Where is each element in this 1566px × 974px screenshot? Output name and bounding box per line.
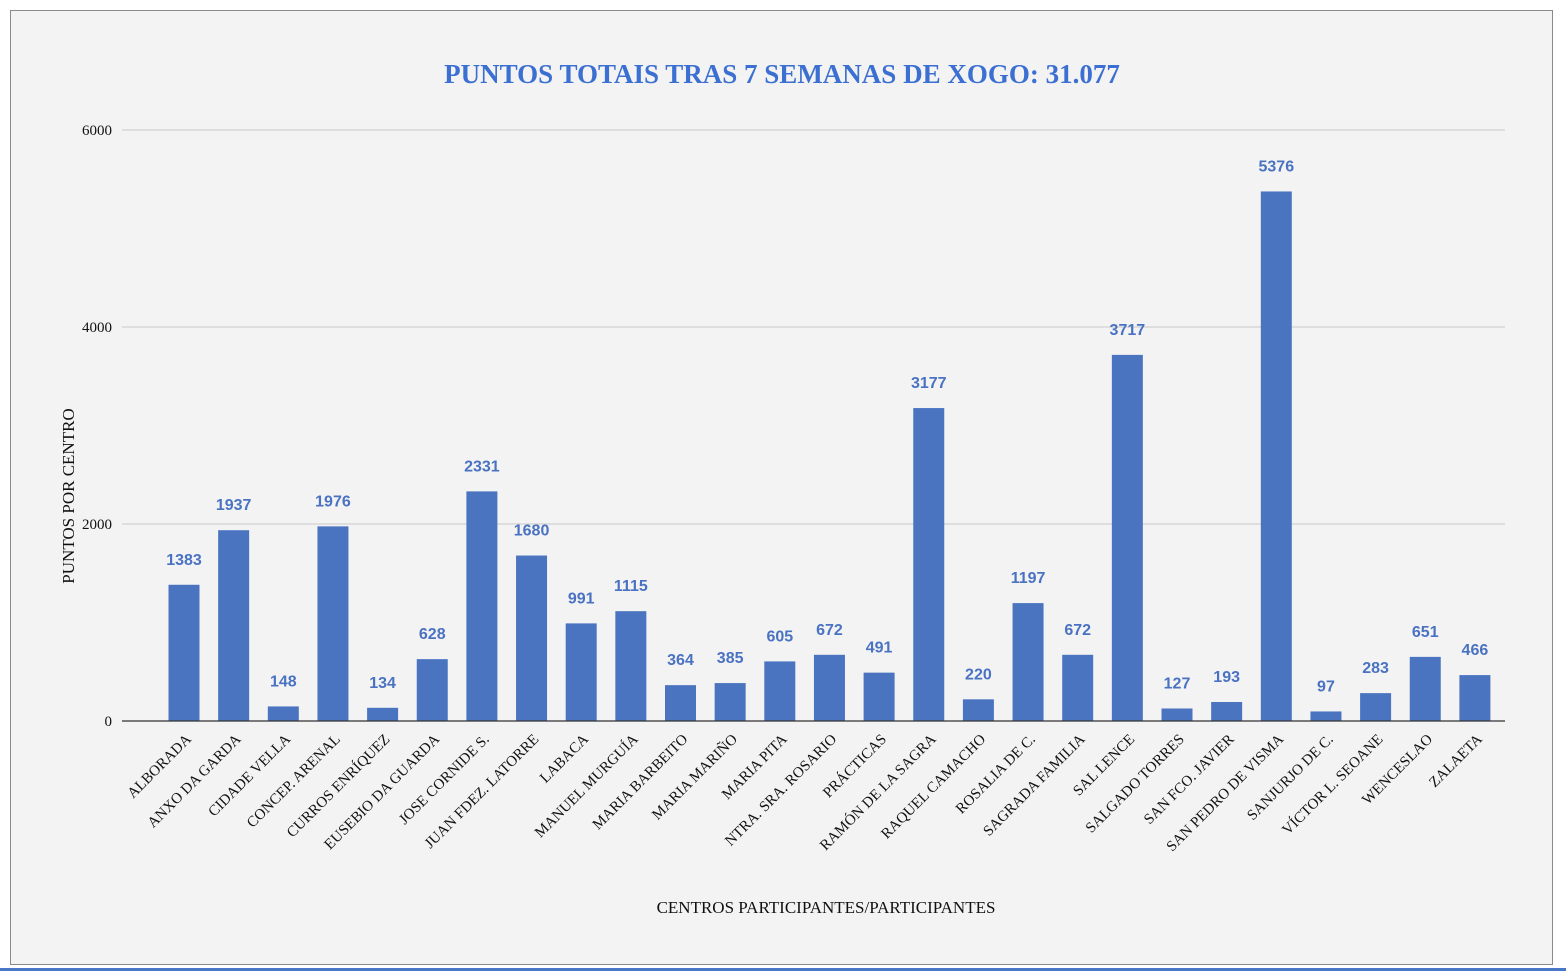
x-tick-label: ZALAETA [1426, 731, 1485, 790]
data-label: 2331 [464, 458, 500, 475]
bar [714, 683, 746, 721]
data-label: 1937 [216, 497, 252, 514]
x-tick-label: SAN FCO. JAVIER [1141, 732, 1237, 828]
bar [218, 530, 250, 721]
bar [267, 706, 299, 721]
bar [813, 654, 845, 721]
data-label: 1976 [315, 493, 351, 510]
data-label: 364 [667, 652, 694, 669]
bar [665, 685, 696, 721]
bar [1409, 656, 1441, 721]
bar [1211, 701, 1243, 721]
bar [1161, 708, 1193, 721]
bar [913, 408, 945, 721]
data-label: 97 [1317, 678, 1335, 695]
data-label: 672 [1064, 622, 1091, 639]
data-label: 1115 [614, 578, 648, 595]
data-label: 672 [816, 622, 843, 639]
chart-title: PUNTOS TOTAIS TRAS 7 SEMANAS DE XOGO: 31… [444, 59, 1120, 89]
data-label: 1680 [514, 523, 550, 540]
data-label: 5376 [1259, 158, 1295, 175]
data-label: 3177 [911, 375, 947, 392]
data-label: 127 [1164, 675, 1191, 692]
x-tick-label: SALGADO TORRES [1083, 732, 1188, 837]
bar [565, 623, 597, 721]
data-label: 134 [369, 675, 396, 692]
data-label: 491 [866, 640, 893, 657]
data-label: 385 [717, 650, 744, 667]
bar [764, 661, 796, 721]
bar [1012, 603, 1044, 721]
bar [615, 611, 647, 721]
data-label: 991 [568, 590, 595, 607]
bottom-rule [0, 968, 1566, 971]
chart-frame [10, 10, 1553, 965]
y-tick-label: 2000 [82, 517, 112, 533]
data-label: 1197 [1011, 570, 1046, 587]
bar [168, 584, 200, 721]
bar [317, 526, 349, 721]
x-tick-label: MARIA BARBEITO [590, 731, 692, 833]
x-axis-title: CENTROS PARTICIPANTES/PARTICIPANTES [657, 898, 996, 917]
bar [1459, 675, 1491, 721]
x-tick-label: CONCEP. ARENAL [244, 732, 344, 832]
bar [416, 659, 448, 721]
y-tick-label: 4000 [82, 320, 112, 336]
bar [1310, 711, 1342, 721]
x-tick-label: ANXO DA GARDA [145, 731, 245, 831]
data-label: 3717 [1110, 322, 1146, 339]
bar [1260, 191, 1292, 722]
bar [516, 555, 548, 721]
y-tick-label: 6000 [82, 123, 112, 139]
bar [863, 672, 895, 721]
y-tick-label: 0 [105, 714, 113, 730]
data-label: 220 [965, 666, 992, 683]
data-label: 283 [1362, 660, 1389, 677]
x-tick-label: MARIA MARIÑO [649, 731, 741, 823]
y-axis-ticks: 0 2000 4000 6000 [82, 123, 112, 730]
x-tick-label: JOSE CORNIDE S. [396, 732, 492, 828]
data-label: 628 [419, 626, 446, 643]
bar [367, 707, 399, 721]
bar [1111, 354, 1143, 721]
bar [466, 491, 498, 721]
data-label: 193 [1213, 669, 1240, 686]
bar [1360, 693, 1392, 721]
data-label: 148 [270, 673, 297, 690]
data-label: 466 [1462, 642, 1489, 659]
bar [1062, 654, 1094, 721]
x-tick-label: SANJURJO DE C. [1244, 732, 1336, 824]
data-label: 605 [766, 628, 793, 645]
bar [962, 699, 994, 721]
y-axis-title: PUNTOS POR CENTRO [59, 408, 78, 583]
data-label: 651 [1412, 624, 1439, 641]
bars [168, 191, 1491, 722]
gridlines [122, 129, 1505, 525]
data-labels: 1383 1937 148 1976 134 628 2331 1680 991 1115 364 3… [166, 158, 1488, 695]
data-label: 1383 [166, 552, 202, 569]
